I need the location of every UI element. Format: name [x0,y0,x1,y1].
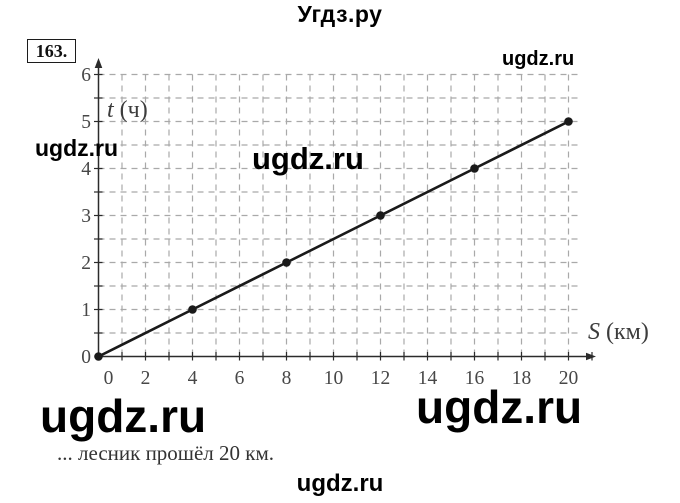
x-tick-label: 16 [465,368,485,389]
x-tick-label: 0 [104,368,114,389]
x-axis-label-var: S [588,319,600,345]
data-point-dot [564,117,573,126]
y-tick-label: 4 [81,159,91,180]
watermark-middle: ugdz.ru [252,141,364,176]
data-points [94,117,573,361]
y-tick-label: 0 [81,347,91,368]
y-axis-arrow [94,58,103,68]
series-line [97,120,570,358]
watermark-bottom-center: ugdz.ru [296,470,384,497]
x-tick-label: 10 [324,368,344,389]
data-point-dot [376,211,385,220]
y-tick-label: 3 [81,206,91,227]
watermark-left: ugdz.ru [35,135,119,161]
data-point-dot [188,305,197,314]
y-axis-label-unit: (ч) [114,97,148,123]
watermark-top-right: ugdz.ru [502,48,575,70]
y-tick-label: 5 [81,112,91,133]
y-tick-label: 2 [81,253,91,274]
x-tick-label: 4 [188,368,198,389]
grid [98,73,580,357]
watermark-bottom-left: ugdz.ru [40,390,207,442]
y-axis-label: t (ч) [107,97,148,123]
x-tick-label: 12 [371,368,391,389]
y-tick-label: 1 [81,300,91,321]
x-tick-label: 20 [559,368,579,389]
data-point-dot [470,164,479,173]
x-axis-label-unit: (км) [600,319,649,345]
x-tick-label: 6 [235,368,245,389]
watermark-bottom-right: ugdz.ru [416,381,583,433]
problem-number-badge: 163. [27,39,76,63]
ticks [94,73,593,361]
x-axis-label: S (км) [588,319,649,345]
x-tick-label: 18 [512,368,532,389]
axes [97,66,589,358]
x-tick-label: 8 [282,368,292,389]
site-title: Угдз.ру [297,1,383,27]
y-tick-label: 6 [81,65,91,86]
x-tick-labels: 0 2 4 6 8 10 12 14 16 18 20 [104,368,579,389]
y-tick-labels: 0 1 2 3 4 5 6 [81,65,91,368]
answer-caption: ... лесник прошёл 20 км. [57,441,275,465]
x-tick-label: 14 [418,368,438,389]
y-axis-label-var: t [107,97,115,123]
data-point-dot [94,352,103,361]
x-axis-arrow [586,352,596,361]
data-point-dot [282,258,291,267]
x-tick-label: 2 [141,368,151,389]
